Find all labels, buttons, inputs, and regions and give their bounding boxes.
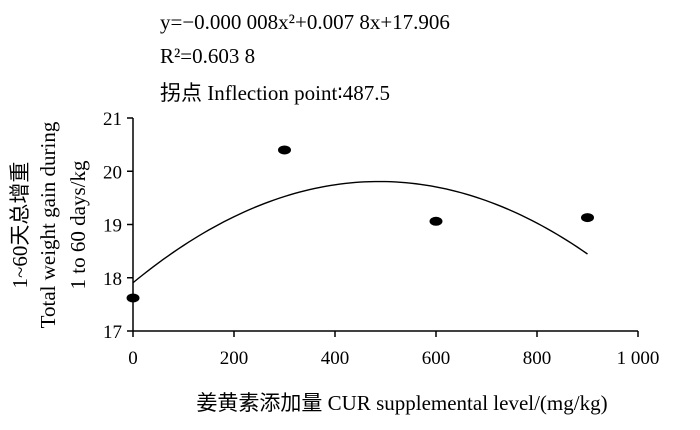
- y-tick-label: 21: [103, 109, 122, 130]
- data-point: [278, 145, 291, 155]
- y-axis-label-line-1: 1~60天总增重: [8, 162, 32, 289]
- x-tick-label: 200: [220, 348, 249, 369]
- data-point: [126, 293, 140, 303]
- inflection-point-annotation: 拐点 Inflection point∶487.5: [160, 81, 390, 105]
- y-axis-label-line-3: 1 to 60 days/kg: [66, 160, 90, 289]
- fit-curve-line: [132, 180, 588, 284]
- equation-annotation: y=−0.000 008x²+0.007 8x+17.906: [160, 10, 450, 34]
- x-axis-ticks: 0 200 400 600 800 1 000: [128, 331, 659, 369]
- x-tick-label: 400: [321, 348, 350, 369]
- data-point: [429, 216, 443, 226]
- y-axis-label-line-2: Total weight gain during: [36, 121, 60, 328]
- x-tick-label: 0: [128, 348, 138, 369]
- x-tick-label: 800: [523, 348, 552, 369]
- x-tick-label: 600: [422, 348, 451, 369]
- y-tick-label: 19: [103, 216, 122, 237]
- x-axis-label: 姜黄素添加量 CUR supplemental level/(mg/kg): [196, 391, 607, 415]
- y-tick-label: 17: [103, 322, 122, 343]
- x-tick-label: 1 000: [617, 348, 660, 369]
- data-points: [126, 145, 594, 303]
- data-point: [581, 213, 594, 223]
- y-axis-ticks: 17 18 19 20 21: [103, 109, 133, 343]
- y-tick-label: 18: [103, 269, 122, 290]
- y-axis-label: 1~60天总增重 Total weight gain during 1 to 6…: [8, 121, 90, 328]
- r-squared-annotation: R²=0.603 8: [160, 44, 255, 68]
- y-tick-label: 20: [103, 162, 122, 183]
